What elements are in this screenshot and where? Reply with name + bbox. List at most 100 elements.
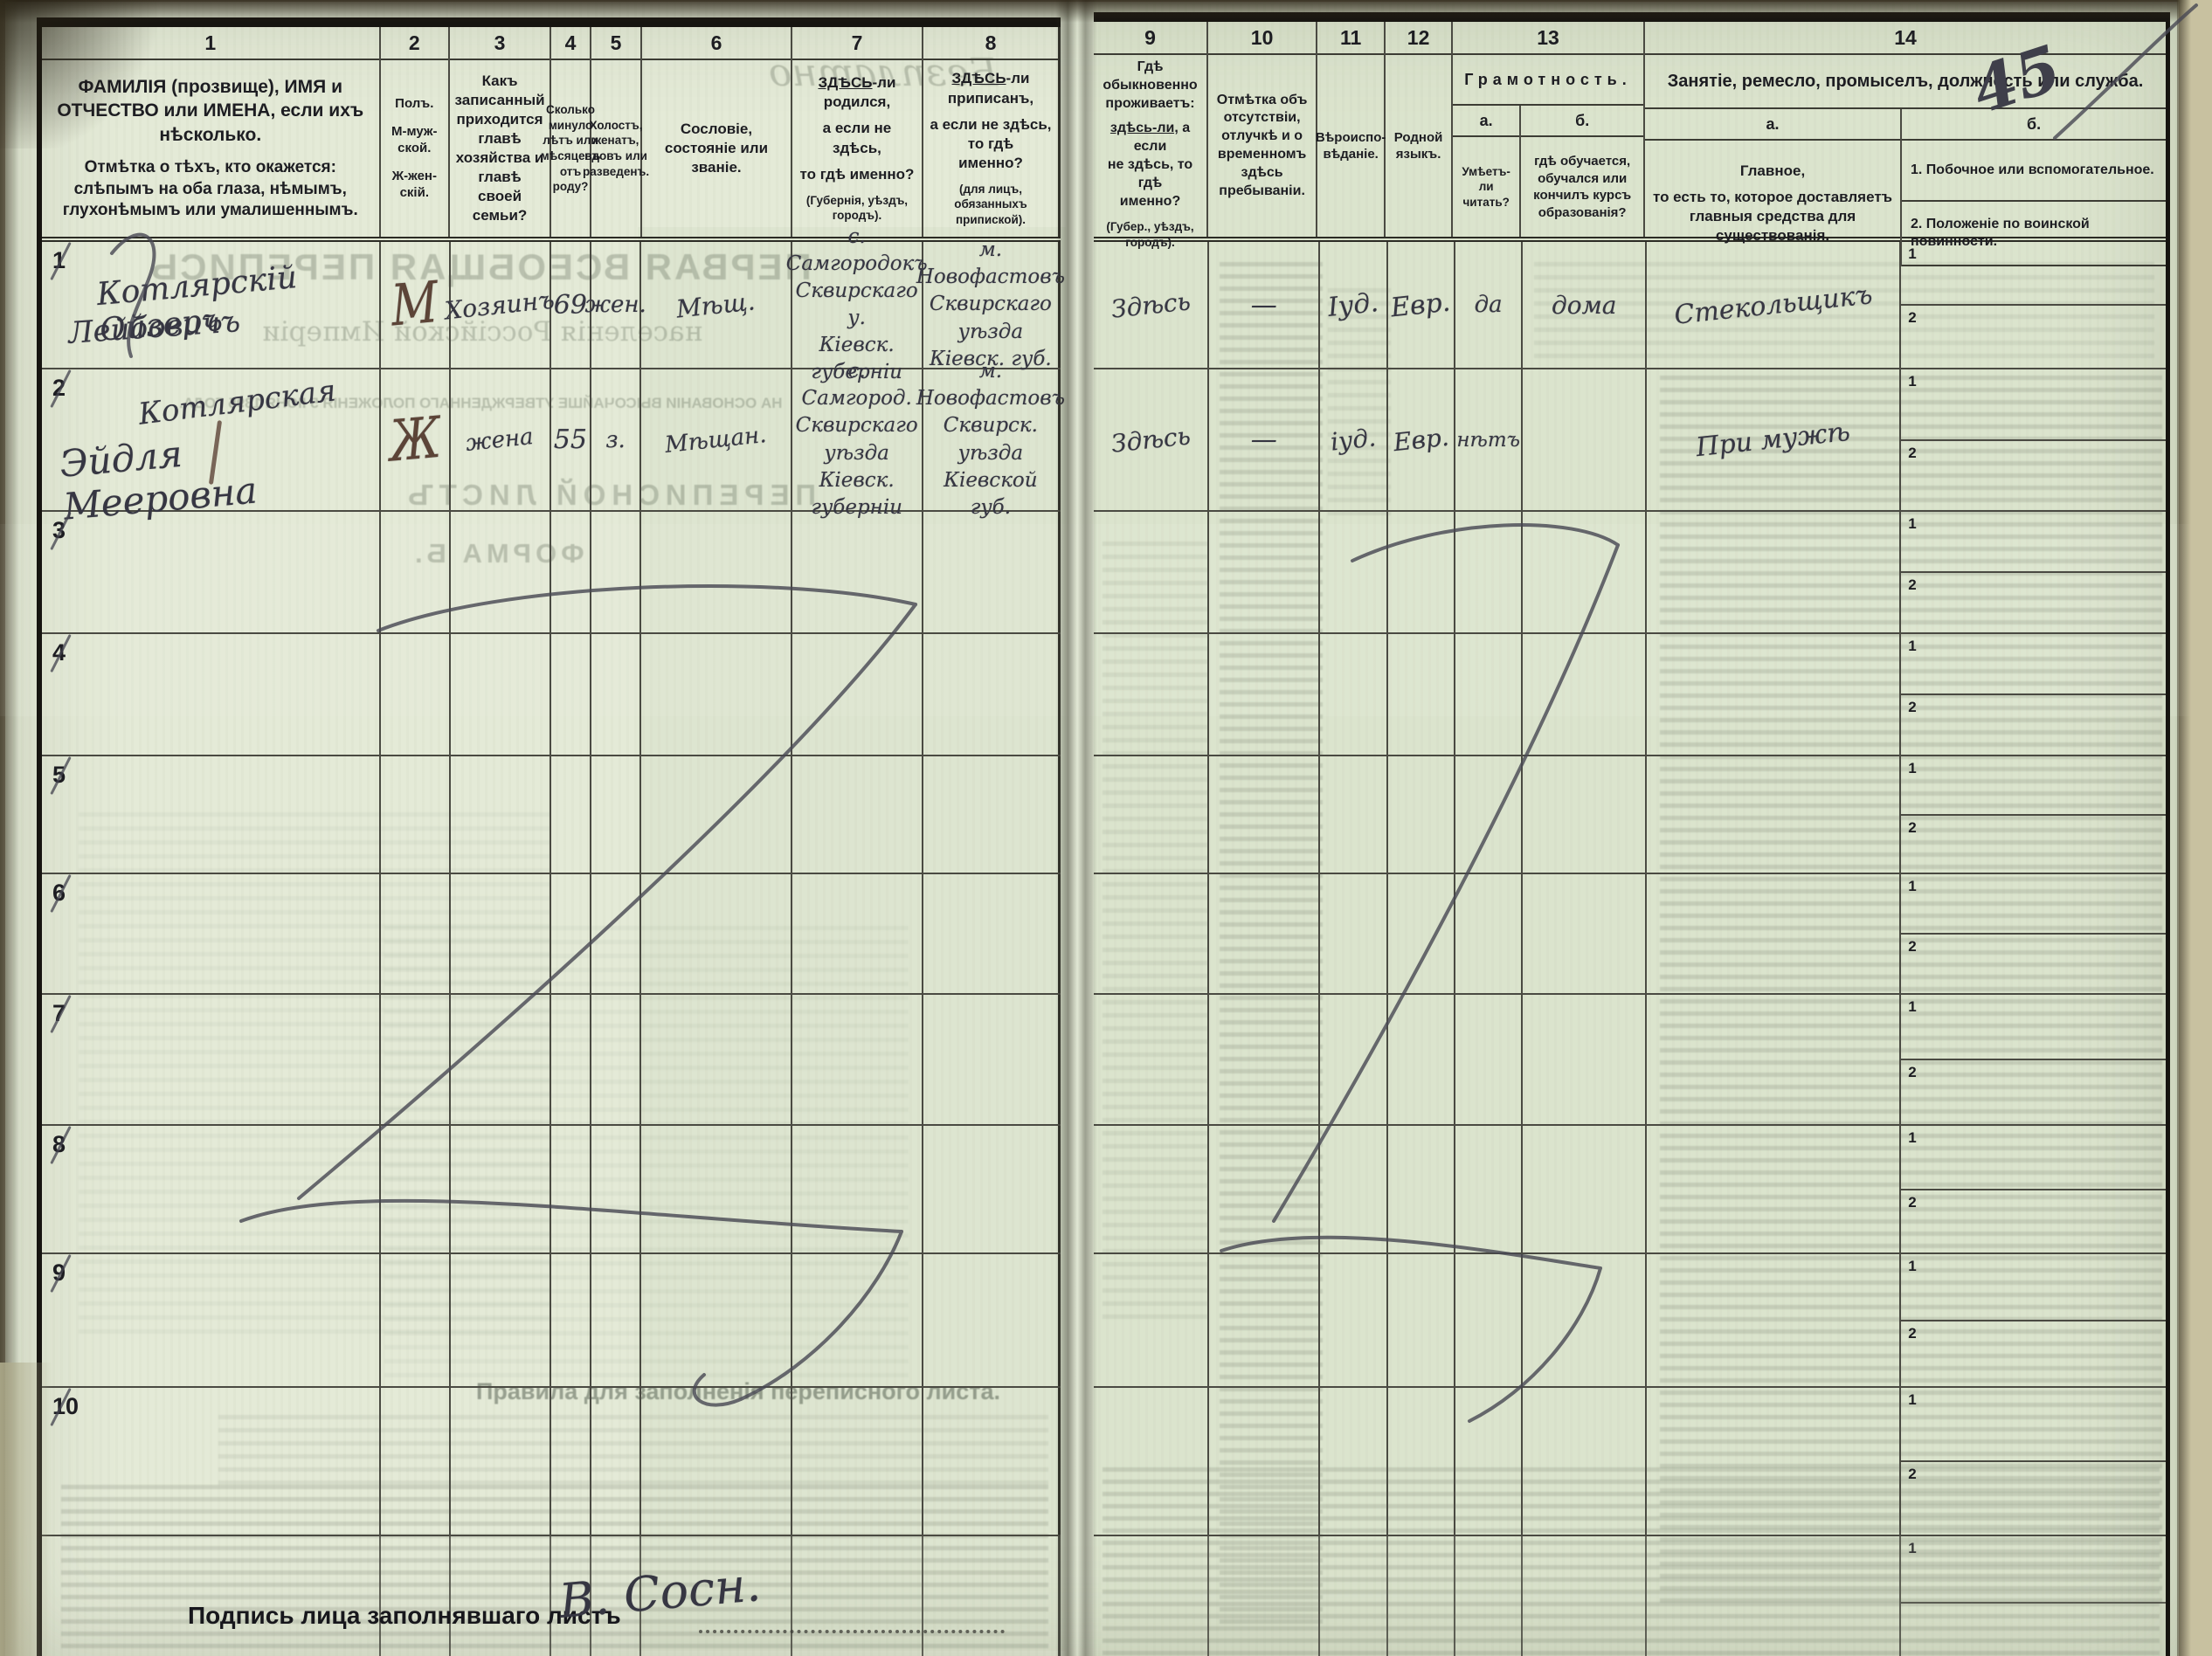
table-row: 4 — [42, 634, 1061, 756]
cell-school — [1523, 369, 1648, 510]
photo-corner-top-left — [0, 0, 175, 148]
col13-sub-a: а. Умѣетъ-ли читать? — [1453, 106, 1520, 237]
table-row: 8 — [42, 1126, 1061, 1254]
col12-title: Родной языкъ. — [1393, 129, 1443, 162]
header-col-1: 1 ФАМИЛІЯ (прозвище), ИМЯ и ОТЧЕСТВО или… — [42, 27, 381, 237]
photo-edge-top — [0, 0, 2212, 23]
photo-edge-left — [0, 0, 19, 1656]
col8-here: ЗДѢСЬ — [951, 70, 1006, 87]
cell-relation: жена — [451, 369, 551, 510]
col7-here: ЗДѢСЬ — [818, 74, 873, 92]
col4-title: Сколько минуло лѣтъ или мѣсяцевъ отъ род… — [540, 103, 601, 194]
header-col-8: 8 ЗДѢСЬ-ли приписанъ, а если не здѣсь, т… — [923, 27, 1061, 237]
table-row: Здѣсь — Іуд. Евр. да дома Стекольщикъ — [1094, 242, 2166, 369]
col-number: 1 — [42, 27, 379, 60]
col13-sub-b: б. гдѣ обучается, обучался или кончилъ к… — [1519, 106, 1644, 237]
col5-title: Холостъ, женатъ, вдовъ или разведенъ. — [582, 118, 650, 178]
cell-sex: М — [381, 242, 451, 368]
col6-title: Сословіе, состояніе или званіе. — [664, 120, 769, 176]
col10-title: Отмѣтка объ отсутствіи, отлучкѣ и о врем… — [1216, 92, 1308, 198]
bleed-block-col9 — [1103, 542, 1207, 1328]
row-number: 8 — [52, 1131, 66, 1157]
entry-patronymic: Лейбовичъ — [66, 304, 242, 351]
cell-reads: нѣтъ — [1455, 369, 1524, 510]
sex-mark: Ж — [387, 404, 443, 475]
col3-title: Какъ записанный приходится главѣ хозяйст… — [454, 72, 545, 224]
bleed-block-right-bottom — [1103, 1467, 2160, 1656]
header-col-6: 6 Сословіе, состояніе или званіе. — [642, 27, 792, 237]
cell-relation: Хозяинъ — [444, 242, 556, 368]
row-number: 1 — [52, 247, 66, 273]
cell-estate: Мѣщ. — [641, 242, 792, 368]
col2-male: М-муж-ской. — [391, 123, 438, 156]
cell-name: 2 Котлярская Эйдля Мееровна — [42, 369, 381, 528]
header-col-3: 3 Какъ записанный приходится главѣ хозяй… — [450, 27, 552, 237]
header-col-10: 10 Отмѣтка объ отсутствіи, отлучкѣ и о в… — [1208, 22, 1318, 237]
table-row: 3 — [42, 512, 1061, 634]
photo-corner-bottom-left — [0, 1363, 52, 1656]
cell-estate: Мѣщан. — [641, 369, 792, 510]
header-col-2: 2 Полъ. М-муж-ской. Ж-жен-скій. — [380, 27, 451, 237]
header-col-11: 11 Вѣроиспо-вѣданіе. — [1316, 22, 1386, 237]
row-number: 2 — [52, 375, 66, 401]
col9-here: здѣсь-ли, — [1109, 121, 1179, 136]
cell-birthplace: с. Самгородокъ Сквирскаго у. Кіевск. губ… — [785, 224, 928, 384]
col7-note: (Губернія, уѣздъ, городъ). — [805, 193, 909, 223]
bleed-block-col11 — [1328, 288, 1391, 515]
row-number: 10 — [52, 1393, 79, 1419]
cell-secondary: 1 2 — [1901, 242, 2166, 368]
photo-edge-right — [2177, 0, 2212, 1656]
cell-absence: — — [1209, 369, 1320, 510]
col2-title: Полъ. — [395, 96, 434, 112]
table-row: 2 Котлярская Эйдля Мееровна Ж жена 55 з.… — [42, 360, 1065, 528]
bleed-block-left-bottom — [61, 1485, 1048, 1651]
bleed-block-col14 — [1660, 376, 2162, 1607]
header-col-13: 13 Грамотность. а. Умѣетъ-ли читать? б. … — [1453, 22, 1646, 237]
cell-marital: з. — [591, 369, 642, 510]
cell-language: Евр. — [1388, 242, 1456, 368]
cell-sex: Ж — [381, 369, 451, 510]
table-row: 1 Котлярскій Ойзеръ Лейбовичъ М Хозяинъ … — [42, 224, 1065, 384]
cell-marital: жен. — [584, 242, 646, 368]
table-row: 9 — [42, 1254, 1061, 1388]
header-col-7: 7 ЗДѢСЬ-ли родился, а если не здѣсь, то … — [791, 27, 923, 237]
page-fold-shadow — [1055, 0, 1097, 1656]
cell-religion: іуд. — [1320, 369, 1388, 510]
col8-note: (для лицъ, обязанныхъ припиской). — [954, 182, 1027, 226]
cell-school: дома — [1523, 242, 1648, 368]
row-number: 3 — [52, 517, 66, 543]
header-col-12: 12 Родной языкъ. — [1386, 22, 1454, 237]
table-row: 6 — [42, 874, 1061, 995]
signature-label: Подпись лица заполнявшаго листъ — [188, 1602, 621, 1629]
header-col-4: 4 Сколько минуло лѣтъ или мѣсяцевъ отъ р… — [541, 27, 600, 237]
bleed-block-left-rules — [218, 1415, 1048, 1494]
sex-mark: М — [390, 270, 440, 340]
signature-dotted-line — [699, 1605, 1005, 1633]
header-col-14: 14 Занятіе, ремесло, промыселъ, должност… — [1645, 22, 2167, 266]
col14-title: Занятіе, ремесло, промыселъ, должность и… — [1645, 55, 2167, 109]
col14-sub-a: а. Главное, то есть то, которое доставля… — [1645, 109, 1901, 266]
paper-background — [5, 2, 2179, 1656]
table-row-partial — [42, 1536, 1061, 1656]
row-number: 5 — [52, 762, 66, 788]
cell-age: 69 — [551, 242, 591, 368]
cell-registration: м. Новофастовъ Сквирск. уѣзда Кіевской г… — [916, 360, 1065, 519]
cell-absence: — — [1209, 242, 1320, 368]
cell-registration: м. Новофастовъ Сквирскаго уѣзда Кіевск. … — [916, 238, 1065, 370]
header-col-9: 9 Гдѣ обыкновенно проживаетъ: здѣсь-ли, … — [1094, 22, 1209, 249]
row-number: 4 — [52, 639, 66, 666]
table-row: 7 — [42, 995, 1061, 1126]
bleed-block-right-header — [1534, 262, 2154, 358]
col13-title: Грамотность. — [1453, 55, 1644, 106]
cell-occupation: Стекольщикъ — [1647, 242, 1902, 368]
header-col-5: 5 Холостъ, женатъ, вдовъ или разведенъ. — [583, 27, 649, 237]
cell-birthplace: с. Самгород. Сквирскаго уѣзда Кіевск. гу… — [792, 360, 923, 519]
cell-residence: Здѣсь — [1094, 369, 1210, 510]
cell-occupation: При мужѣ — [1647, 369, 1902, 510]
census-table-right: 9 Гдѣ обыкновенно проживаетъ: здѣсь-ли, … — [1094, 12, 2170, 1656]
